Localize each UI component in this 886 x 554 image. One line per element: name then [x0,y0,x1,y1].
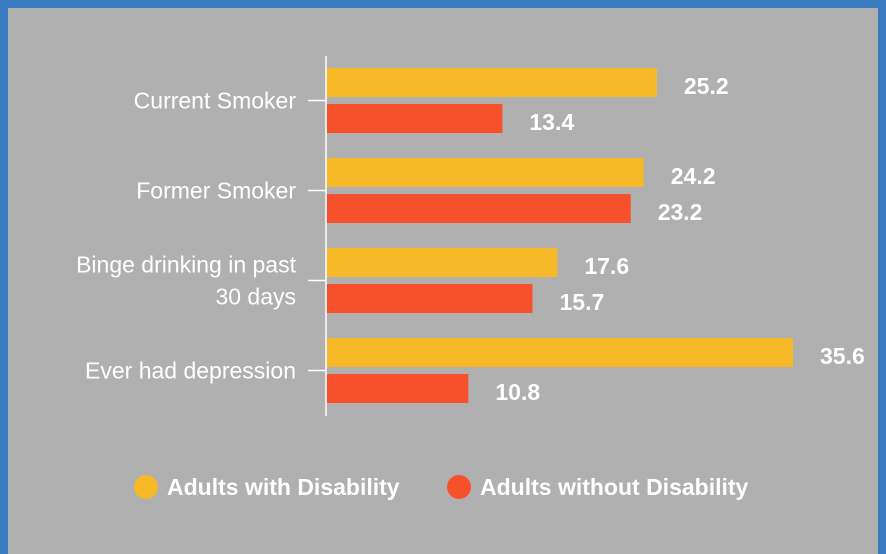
bar-without-disability [327,104,503,133]
category-label: 30 days [215,284,296,310]
legend-marker [447,475,471,499]
category-label: Ever had depression [85,358,296,384]
legend-marker [134,475,158,499]
bar-without-disability [327,284,533,313]
category-label: Current Smoker [134,88,297,114]
chart-panel [8,8,878,554]
value-label: 17.6 [584,253,629,279]
value-label: 24.2 [671,163,716,189]
legend-label: Adults without Disability [480,474,749,500]
value-label: 10.8 [495,379,540,405]
bar-with-disability [327,248,558,277]
bar-with-disability [327,158,644,187]
value-label: 35.6 [820,343,865,369]
value-label: 13.4 [529,109,574,135]
value-label: 23.2 [658,199,703,225]
category-label: Binge drinking in past [76,252,297,278]
category-label: Former Smoker [136,178,296,204]
bar-without-disability [327,374,469,403]
legend-label: Adults with Disability [167,474,400,500]
value-label: 15.7 [560,289,605,315]
bar-with-disability [327,68,657,97]
bar-without-disability [327,194,631,223]
bar-with-disability [327,338,794,367]
value-label: 25.2 [684,73,729,99]
